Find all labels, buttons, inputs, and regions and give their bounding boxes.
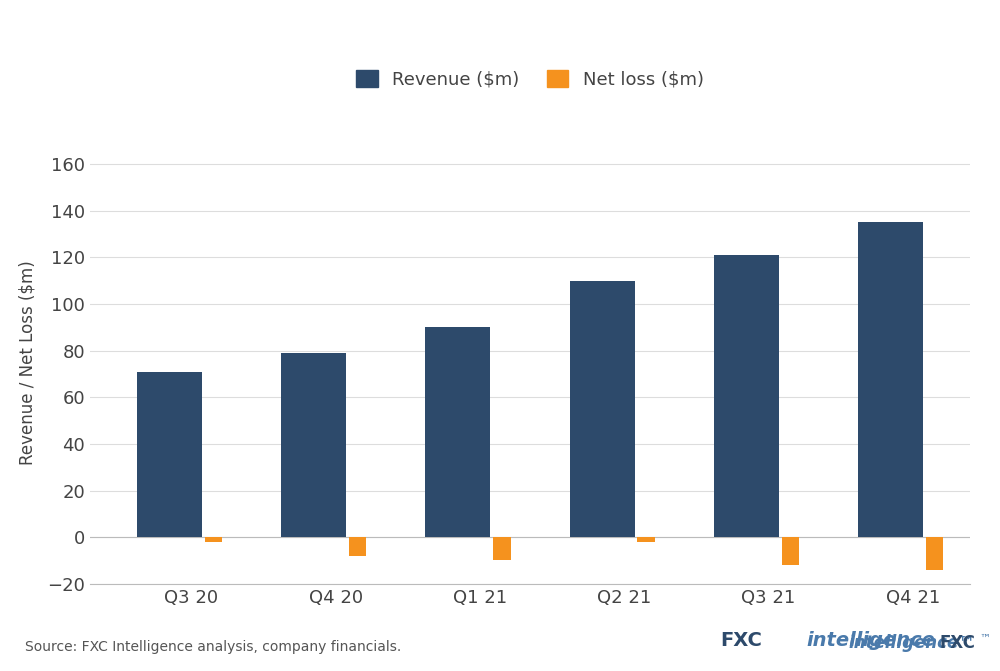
Bar [281,353,346,537]
Text: intelligence: intelligence [806,631,935,650]
Bar [137,372,202,537]
Legend: Revenue ($m), Net loss ($m): Revenue ($m), Net loss ($m) [347,61,713,98]
Text: Source: FXC Intelligence analysis, company financials.: Source: FXC Intelligence analysis, compa… [25,640,401,654]
Bar [782,537,799,565]
Text: Remitly Quarterly Revenue and Net Loss: Remitly Quarterly Revenue and Net Loss [25,34,790,66]
Text: FXC: FXC [720,631,762,650]
Bar [425,327,490,537]
Text: intelligence™: intelligence™ [848,634,975,652]
Bar [714,255,779,537]
Bar [493,537,511,560]
Bar [858,223,923,537]
Text: ™: ™ [979,633,990,643]
Bar [205,537,222,541]
Bar [349,537,366,556]
Bar [926,537,943,570]
Text: FXC: FXC [939,634,975,652]
Bar [570,280,635,537]
Y-axis label: Revenue / Net Loss ($m): Revenue / Net Loss ($m) [18,260,36,465]
Bar [637,537,655,541]
